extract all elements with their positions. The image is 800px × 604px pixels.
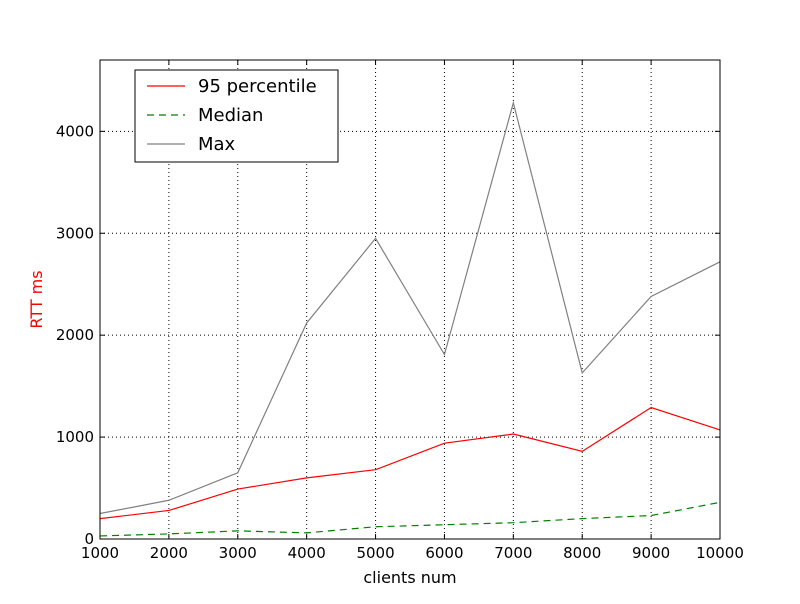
axis-ticks: 1000 2000 3000 4000 5000 6000 7000 8000 9000 1000… bbox=[56, 60, 744, 562]
legend-label: Median bbox=[198, 105, 263, 126]
legend-label: 95 percentile bbox=[198, 76, 317, 97]
y-tick-label: 4000 bbox=[56, 122, 94, 140]
x-tick-label: 8000 bbox=[563, 544, 601, 562]
x-tick-label: 2000 bbox=[150, 544, 188, 562]
x-tick-label: 9000 bbox=[632, 544, 670, 562]
x-tick-label: 4000 bbox=[288, 544, 326, 562]
series-line-95-percentile bbox=[99, 406, 721, 520]
y-tick-label: 1000 bbox=[56, 428, 94, 446]
series-lines bbox=[99, 100, 721, 537]
legend-label: Max bbox=[198, 134, 236, 155]
x-tick-label: 10000 bbox=[696, 544, 744, 562]
x-tick-label: 1000 bbox=[81, 544, 119, 562]
y-tick-label: 3000 bbox=[56, 224, 94, 242]
y-axis-label: RTT ms bbox=[27, 270, 46, 328]
x-tick-label: 5000 bbox=[356, 544, 394, 562]
y-tick-label: 0 bbox=[84, 530, 94, 548]
series-line-median bbox=[99, 501, 721, 537]
y-tick-label: 2000 bbox=[56, 326, 94, 344]
plot-frame bbox=[99, 59, 721, 540]
x-tick-label: 3000 bbox=[219, 544, 257, 562]
x-tick-label: 6000 bbox=[425, 544, 463, 562]
legend: 95 percentile Median Max bbox=[134, 69, 339, 163]
x-axis-label: clients num bbox=[363, 568, 456, 587]
legend-box bbox=[134, 69, 339, 163]
x-tick-label: 7000 bbox=[494, 544, 532, 562]
series-line-max bbox=[99, 100, 721, 515]
